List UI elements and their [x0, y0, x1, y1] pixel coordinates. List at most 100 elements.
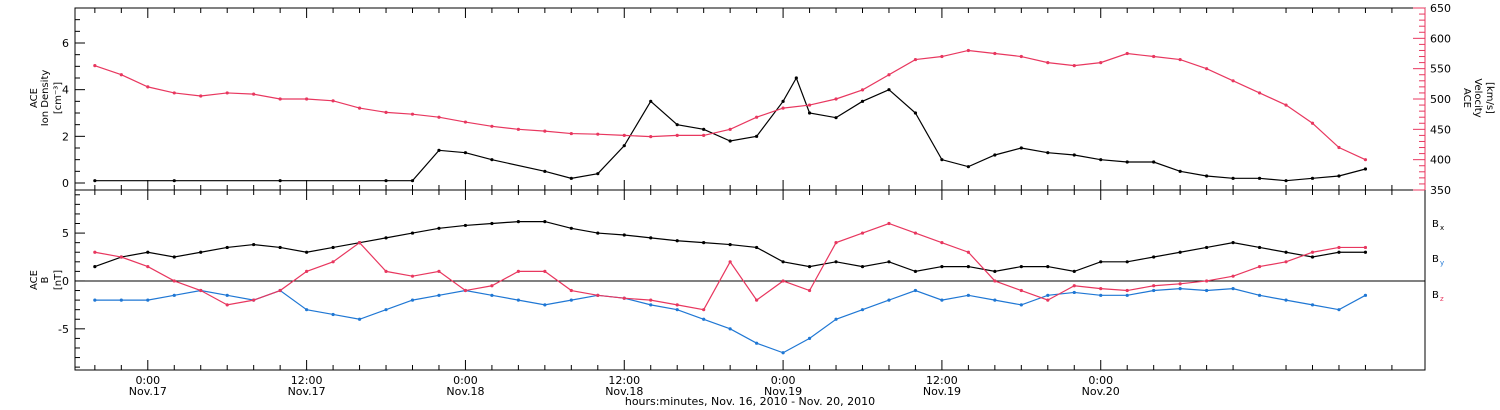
legend-bz-label: B: [1432, 290, 1439, 301]
velocity-axis-title-3: [km/s]: [1484, 82, 1495, 114]
velocity-point: [1152, 54, 1156, 59]
b-y-point: [305, 308, 309, 312]
b-y-point: [516, 298, 520, 302]
velocity-point: [781, 106, 785, 110]
velocity-point: [596, 132, 600, 136]
b-y-point: [913, 288, 918, 293]
x-tick-date-label: Nov.17: [129, 385, 167, 398]
ion-density-point: [437, 148, 441, 152]
b-x-point: [252, 242, 256, 247]
b-x-point: [331, 245, 335, 250]
velocity-point: [1257, 91, 1262, 95]
x-tick-date-label: Nov.18: [605, 385, 643, 398]
x-tick-date-label: Nov.20: [1082, 385, 1120, 398]
b-z-point: [199, 288, 203, 293]
b-y-point: [755, 341, 759, 345]
ion-density-point: [781, 99, 785, 103]
b-z-line: [94, 222, 1366, 311]
velocity-point: [834, 97, 838, 101]
b-y-point: [1363, 293, 1368, 297]
x-tick-date-label: Nov.17: [288, 385, 326, 398]
b-x-point: [1257, 245, 1262, 250]
ion-density-point: [794, 76, 798, 80]
b-z-point: [252, 298, 256, 302]
bottom-panel-frame: [74, 189, 1426, 371]
x-tick-time-label: 0:00: [135, 374, 160, 387]
b-x-point: [384, 236, 388, 240]
b-z-point: [993, 279, 997, 283]
ion-density-point: [410, 179, 415, 183]
b-x-point: [1125, 260, 1129, 264]
b-x-point: [463, 223, 468, 228]
b-y-point: [1231, 287, 1235, 291]
ion-density-point: [702, 127, 706, 131]
velocity-point: [966, 48, 970, 53]
b-x-point: [702, 241, 706, 245]
velocity-point: [437, 115, 441, 119]
b-z-point: [1231, 274, 1235, 278]
ion-density-point: [278, 179, 282, 183]
b-z-point: [728, 260, 732, 264]
velocity-point: [1046, 61, 1050, 65]
ion-density-point: [834, 116, 838, 120]
b-x-point: [305, 250, 309, 254]
b-y-point: [1310, 303, 1315, 307]
ion-density-point: [569, 176, 573, 180]
ion-density-point: [1099, 158, 1103, 162]
ion-density-point: [649, 99, 653, 103]
velocity-point: [172, 91, 176, 95]
velocity-tick-label: 450: [1430, 123, 1451, 136]
velocity-tick-label: 400: [1430, 154, 1451, 167]
b-x-point: [913, 269, 918, 273]
b-x-point: [728, 242, 732, 247]
velocity-point: [278, 97, 282, 101]
b-z-point: [357, 241, 362, 245]
b-z-point: [860, 231, 865, 235]
ion-density-series: [93, 76, 1368, 183]
ion-density-point: [1178, 169, 1182, 173]
b-y-point: [437, 293, 441, 297]
velocity-point: [331, 99, 335, 103]
b-z-point: [702, 308, 706, 312]
b-y-point: [1257, 293, 1262, 297]
b-z-point: [807, 288, 812, 293]
velocity-point: [1337, 145, 1341, 150]
velocity-point: [305, 97, 309, 101]
b-y-point: [1337, 308, 1341, 312]
bfield-axis-title-1: ACE: [29, 270, 40, 290]
ion-density-point: [993, 153, 997, 157]
b-x-point: [278, 245, 282, 250]
b-x-point: [172, 255, 176, 259]
b-x-point: [649, 236, 653, 240]
velocity-point: [199, 94, 203, 98]
b-z-point: [940, 241, 944, 245]
b-z-point: [1205, 279, 1209, 283]
b-x-point: [596, 231, 600, 235]
b-z-point: [1099, 287, 1103, 291]
b-y-series: [93, 287, 1368, 355]
velocity-axis-title-2: Velocity: [1472, 78, 1483, 117]
top-panel-ticks: 0 2 4 6 350 400 450 500 550 600 650: [62, 2, 1451, 197]
velocity-axis-title-1: ACE: [1461, 88, 1472, 108]
b-x-point: [1205, 245, 1209, 250]
b-y-point: [728, 327, 732, 331]
x-tick-time-label: 0:00: [771, 374, 796, 387]
velocity-point: [146, 85, 150, 89]
ion-density-point: [1231, 176, 1235, 180]
b-x-point: [225, 245, 229, 250]
ion-density-point: [755, 134, 759, 138]
ion-density-point: [93, 179, 97, 183]
b-z-point: [622, 296, 626, 300]
b-z-point: [887, 221, 891, 226]
b-z-series: [93, 221, 1368, 312]
b-z-point: [410, 274, 415, 278]
velocity-point: [1310, 121, 1315, 125]
b-x-point: [146, 250, 150, 254]
b-x-point: [622, 233, 626, 237]
b-x-point: [834, 260, 838, 264]
ion-density-point: [490, 158, 494, 162]
ion-density-point: [463, 151, 468, 155]
b-z-point: [966, 250, 970, 254]
ion-density-point: [1284, 179, 1288, 183]
velocity-point: [384, 110, 388, 114]
